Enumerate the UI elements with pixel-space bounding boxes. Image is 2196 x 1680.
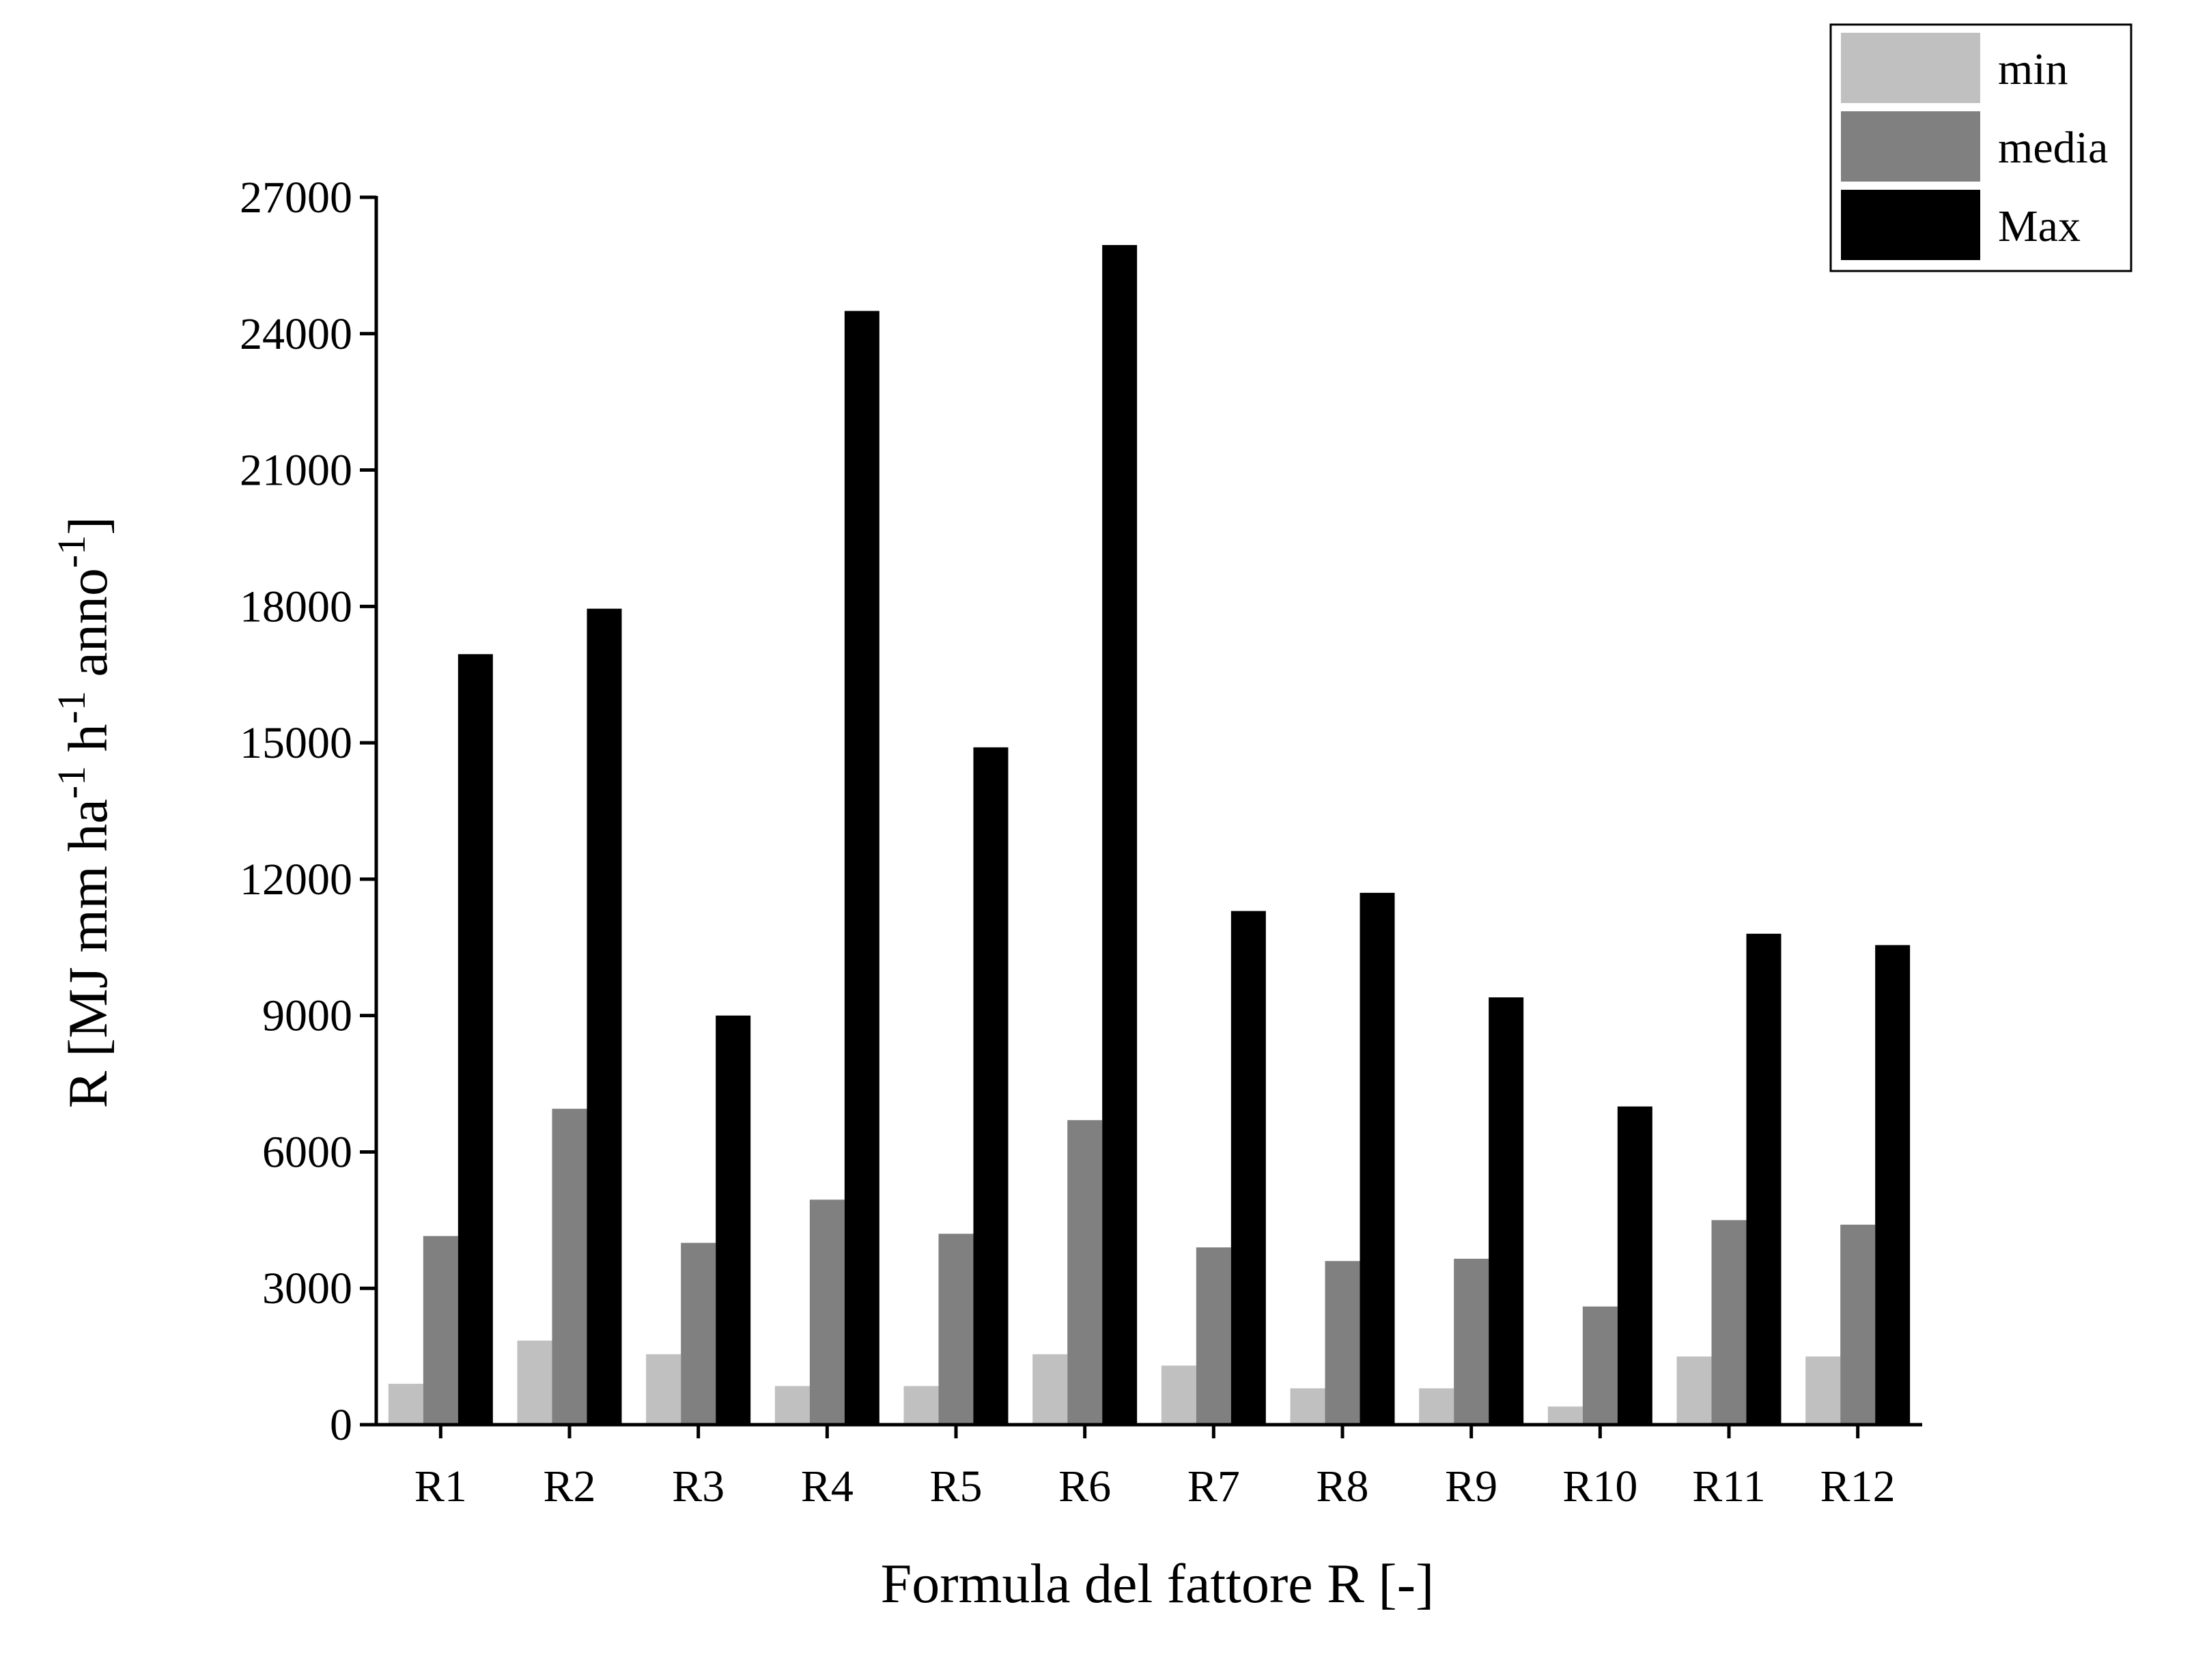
bar-min-r2 xyxy=(517,1340,552,1425)
bar-group-r10 xyxy=(1547,1106,1652,1425)
bar-group-r2 xyxy=(517,608,622,1425)
bar-media-r2 xyxy=(552,1109,587,1425)
bar-max-r9 xyxy=(1489,997,1524,1425)
y-axis-title-suffix: ] xyxy=(57,517,119,535)
x-tick-label: R4 xyxy=(801,1462,854,1511)
bar-group-r9 xyxy=(1419,997,1524,1425)
x-tick-label: R11 xyxy=(1692,1462,1766,1511)
x-tick-label: R1 xyxy=(414,1462,467,1511)
y-tick-label: 6000 xyxy=(262,1127,352,1177)
bar-max-r8 xyxy=(1360,892,1395,1425)
bar-group-r12 xyxy=(1805,945,1911,1425)
x-tick-label: R3 xyxy=(672,1462,724,1511)
bar-group-r11 xyxy=(1676,933,1782,1425)
y-tick-label: 0 xyxy=(330,1400,352,1450)
y-tick-label: 15000 xyxy=(240,718,352,768)
x-tick-label: R7 xyxy=(1187,1462,1240,1511)
legend-label-media: media xyxy=(1998,123,2108,173)
bar-group-r5 xyxy=(903,747,1009,1425)
y-axis-title: R [MJ mm ha-1 h-1 anno-1] xyxy=(49,517,119,1109)
bar-media-r12 xyxy=(1840,1224,1876,1425)
y-axis-title-mid2: anno xyxy=(57,568,119,691)
bar-group-r4 xyxy=(774,311,879,1425)
bar-media-r5 xyxy=(938,1234,974,1425)
bar-max-r2 xyxy=(587,608,622,1425)
bar-media-r8 xyxy=(1325,1261,1360,1425)
x-axis-title: Formula del fattore R [-] xyxy=(881,1552,1435,1614)
x-tick-label: R9 xyxy=(1445,1462,1497,1511)
y-tick-label: 24000 xyxy=(240,309,352,359)
y-axis-title-sup3: -1 xyxy=(49,535,94,568)
bar-media-r4 xyxy=(809,1199,845,1425)
bar-max-r11 xyxy=(1746,933,1782,1425)
bar-max-r10 xyxy=(1617,1106,1652,1425)
y-tick-label: 9000 xyxy=(262,991,352,1041)
bar-group-r1 xyxy=(388,654,493,1425)
bar-media-r3 xyxy=(681,1242,716,1425)
x-tick-label: R6 xyxy=(1058,1462,1111,1511)
legend-label-max: Max xyxy=(1998,201,2081,251)
bar-media-r11 xyxy=(1711,1220,1747,1425)
bar-group-r3 xyxy=(646,1015,751,1425)
x-tick-label: R5 xyxy=(929,1462,982,1511)
bar-max-r12 xyxy=(1875,945,1911,1425)
y-tick-label: 12000 xyxy=(240,855,352,905)
x-axis: R1 R2 R3 R4 R5 R6 R7 R8 R9 R10 R11 R12 xyxy=(375,1423,1922,1511)
bar-max-r4 xyxy=(844,311,879,1425)
bar-min-r4 xyxy=(774,1386,810,1425)
bar-min-r9 xyxy=(1419,1388,1454,1425)
bar-media-r9 xyxy=(1454,1258,1489,1425)
y-axis-title-sup2: -1 xyxy=(49,691,94,724)
bar-max-r6 xyxy=(1102,244,1138,1425)
y-axis-title-sup1: -1 xyxy=(49,766,94,799)
bar-min-r5 xyxy=(903,1386,939,1425)
bar-media-r1 xyxy=(423,1236,458,1425)
legend: min media Max xyxy=(1829,23,2132,272)
legend-swatch-media xyxy=(1841,111,1980,182)
legend-swatch-min xyxy=(1841,33,1980,103)
legend-label-min: min xyxy=(1998,44,2068,94)
bar-max-r1 xyxy=(458,654,493,1425)
y-tick-label: 27000 xyxy=(240,173,352,223)
bar-min-r11 xyxy=(1676,1356,1712,1425)
bar-min-r10 xyxy=(1547,1406,1583,1425)
y-axis: 0 3000 6000 9000 12000 15000 18000 21000 24000 27… xyxy=(240,173,378,1450)
y-tick-label: 21000 xyxy=(240,446,352,496)
bar-media-r7 xyxy=(1196,1247,1231,1425)
bar-group-r7 xyxy=(1161,911,1266,1425)
y-axis-title-prefix: R [MJ mm ha xyxy=(57,799,119,1108)
x-tick-label: R8 xyxy=(1316,1462,1368,1511)
x-tick-label: R10 xyxy=(1562,1462,1637,1511)
y-axis-title-mid1: h xyxy=(57,724,119,766)
x-tick-label: R12 xyxy=(1820,1462,1896,1511)
bar-group-r6 xyxy=(1032,244,1138,1425)
bar-group-r8 xyxy=(1290,892,1395,1425)
bar-max-r7 xyxy=(1230,911,1266,1425)
bar-media-r10 xyxy=(1582,1306,1618,1425)
bar-min-r12 xyxy=(1805,1356,1841,1425)
y-tick-label: 18000 xyxy=(240,582,352,631)
y-tick-label: 3000 xyxy=(262,1264,352,1313)
bar-min-r1 xyxy=(388,1384,423,1425)
bar-max-r3 xyxy=(716,1015,751,1425)
bar-min-r7 xyxy=(1161,1365,1196,1425)
bars-group xyxy=(388,244,1911,1425)
bar-max-r5 xyxy=(973,747,1009,1425)
legend-swatch-max xyxy=(1841,190,1980,260)
bar-min-r8 xyxy=(1290,1388,1325,1425)
bar-min-r6 xyxy=(1032,1354,1068,1425)
bar-media-r6 xyxy=(1067,1120,1103,1425)
x-tick-label: R2 xyxy=(543,1462,595,1511)
bar-min-r3 xyxy=(646,1354,681,1425)
